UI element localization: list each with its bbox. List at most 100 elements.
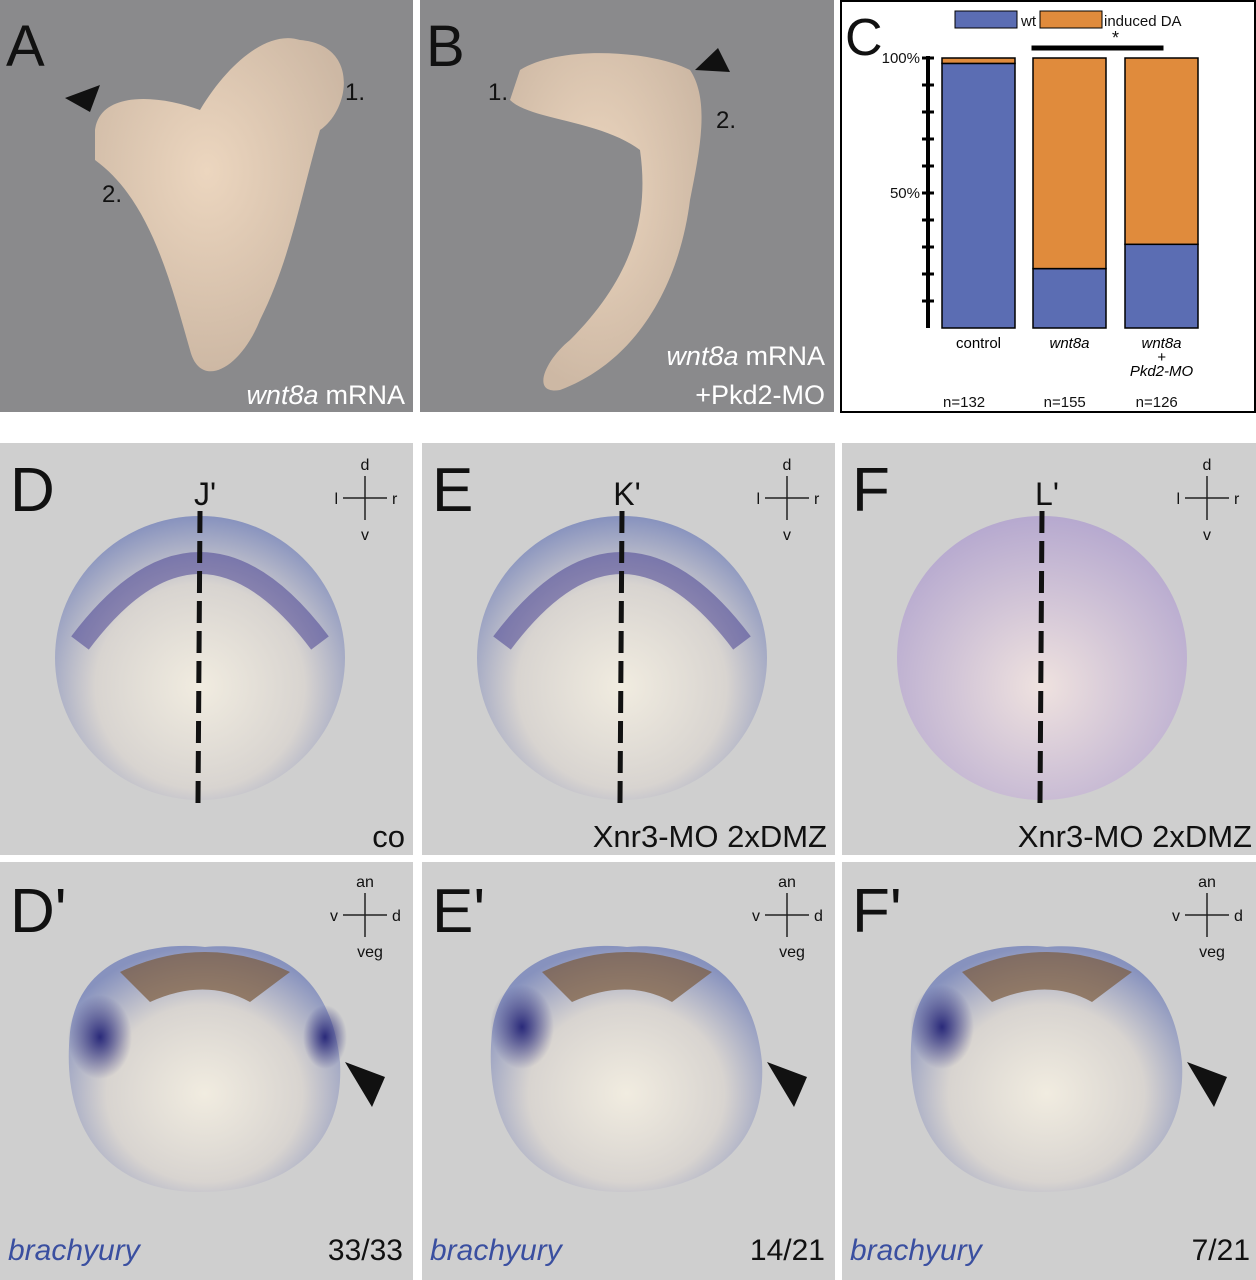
marker-label: 2. [716,107,736,134]
x-tick-label: wnt8a [1049,335,1090,352]
pigment [120,952,290,1002]
marker-label: 1. [345,79,365,106]
tadpole-a [95,38,344,372]
pigment [542,952,712,1002]
embryo [897,516,1187,800]
bar-segment [941,62,1016,329]
caption: wnt8a mRNA [246,380,405,410]
panel-letter: E' [432,877,485,946]
panel-letter: D' [10,877,67,946]
x-tick-label: control [955,335,1002,352]
pigment [962,952,1132,1002]
marker-label: 2. [102,181,122,208]
caption: Xnr3-MO 2xDMZ [593,819,827,854]
x-tick-label: wnt8a + Pkd2-MO [1129,335,1194,380]
embryo [68,945,341,1192]
legend-label: induced DA [1104,13,1182,30]
staining [68,995,132,1079]
compass-label: l [756,491,760,508]
embryo [490,945,763,1192]
caption: Xnr3-MO 2xDMZ [1018,819,1252,854]
section-line [195,510,203,804]
arrowhead [695,48,730,72]
compass-label: v [330,908,338,925]
count: 14/21 [750,1234,825,1267]
sample-size: n=132 [943,394,985,411]
staining [493,552,751,650]
legend-swatch [954,10,1018,29]
compass-label: d [1203,457,1212,474]
staining [71,552,329,650]
bar-segment [941,57,1016,65]
caption: co [372,819,405,854]
compass-label: an [356,874,374,891]
arrowhead [1187,1062,1227,1107]
embryo [910,945,1183,1192]
compass-label: v [752,908,760,925]
count: 7/21 [1192,1234,1250,1267]
tadpole-b [510,53,702,391]
significance-label: * [1112,28,1119,48]
section-line [617,510,625,804]
staining [910,985,974,1069]
panel-letter: D [10,456,55,525]
compass-label: d [392,908,401,925]
compass-label: d [1234,908,1243,925]
compass-label: an [778,874,796,891]
compass-label: r [814,491,820,508]
caption-text: mRNA [746,341,826,371]
panel-letter: C [845,9,883,67]
bar-segment [1124,57,1199,246]
compass-label: v [361,527,369,544]
arrowhead [65,85,100,112]
compass-label: l [334,491,338,508]
arrowhead [767,1062,807,1107]
section-label: J' [194,476,216,512]
compass-label: v [783,527,791,544]
y-tick-label: 100% [882,50,920,67]
caption-italic: wnt8a [246,380,318,410]
bar-segment [1032,57,1107,270]
compass-label: d [783,457,792,474]
section-label: L' [1035,476,1059,512]
caption-italic: wnt8a [666,341,738,371]
panel-letter: A [6,14,45,79]
caption: wnt8a mRNA [666,341,825,371]
bar-segment [1124,243,1199,329]
compass-label: r [1234,491,1240,508]
legend-label: wt [1020,13,1037,30]
gene-label: brachyury [8,1234,142,1267]
panel-letter: E [432,456,473,525]
arrowhead [345,1062,385,1107]
count: 33/33 [328,1234,403,1267]
compass-label: v [1172,908,1180,925]
gene-label: brachyury [850,1234,984,1267]
compass-label: veg [1199,944,1225,961]
legend-swatch [1039,10,1103,29]
caption-line2: +Pkd2-MO [695,380,825,410]
staining [303,1005,347,1069]
sample-size: n=126 [1136,394,1178,411]
section-line [1037,510,1045,804]
gene-label: brachyury [430,1234,564,1267]
panel-letter: F [852,456,890,525]
compass-label: veg [779,944,805,961]
compass-label: veg [357,944,383,961]
section-label: K' [613,476,640,512]
marker-label: 1. [488,79,508,106]
bar-segment [1032,267,1107,329]
compass-label: l [1176,491,1180,508]
compass-label: an [1198,874,1216,891]
compass-label: d [361,457,370,474]
panel-letter: F' [852,877,902,946]
y-tick-label: 50% [890,185,920,202]
panel-letter: B [426,14,465,79]
caption-text: mRNA [326,380,406,410]
compass-label: v [1203,527,1211,544]
compass-label: r [392,491,398,508]
sample-size: n=155 [1044,394,1086,411]
staining [490,985,554,1069]
compass-label: d [814,908,823,925]
